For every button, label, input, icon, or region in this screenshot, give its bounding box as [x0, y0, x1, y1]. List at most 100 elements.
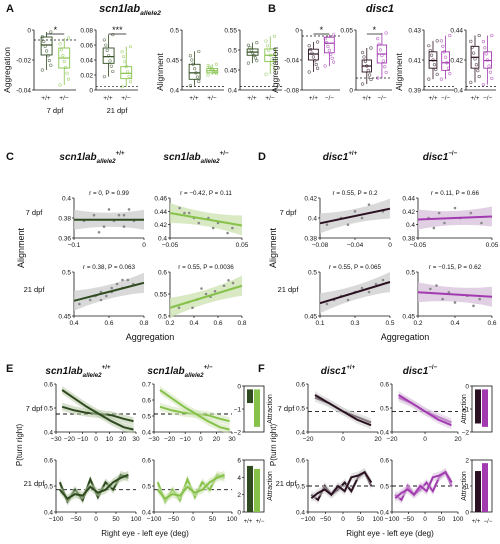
panel-c-7dpf-mut-point [187, 211, 191, 215]
panel-f-21dpf-mut-xtick-label: −100 [385, 516, 400, 523]
panel-f-21dpf-wt-series-line [310, 470, 373, 499]
panel-a-agg-21dpf-sig-stars: *** [112, 25, 123, 35]
panel-e-ylabel: P(turn right) [15, 424, 24, 467]
panel-b-align-7dpf-point [435, 72, 439, 76]
panel-e-7dpf-mut-xtick-label: −10 [180, 436, 191, 443]
panel-d-ylabel: Alignment [268, 227, 278, 268]
panel-a-agg-7dpf-point [47, 58, 52, 63]
panel-e-attraction-7dpf-ytick-label: −2 [234, 430, 242, 437]
panel-c-7dpf-mut-xtick-label: 0.05 [236, 242, 249, 249]
panel-c-21dpf-mut-xtick-label: 0.6 [213, 320, 222, 327]
panel-e-7dpf-wt-xtick-label: 10 [106, 436, 114, 443]
panel-e-7dpf-mut-xtick-label: −30 [148, 436, 159, 443]
panel-c-21dpf-wt-point [78, 302, 81, 306]
panel-c-7dpf-wt-point [97, 230, 101, 234]
panel-a-group-label: 21 dpf [107, 106, 129, 115]
panel-b-align-7dpf-point [435, 39, 439, 43]
panel-d-7dpf-mut-point [443, 221, 446, 225]
panel-a-align-21dpf-point [264, 72, 268, 76]
panel-a-ylabel-alignment: Alignment [155, 52, 165, 90]
panel-a-agg-21dpf-ytick-label: 0 [89, 88, 93, 95]
panel-d-21dpf-mut-ytick-label: 0.45 [402, 314, 415, 321]
panel-c-21dpf-mut-fit-line [169, 284, 243, 309]
panel-a-agg-7dpf-point [62, 59, 66, 64]
panel-c-ylabel: Alignment [16, 227, 26, 268]
panel-b-align-21dpf-point [490, 76, 494, 81]
panel-d-7dpf-mut-point [437, 211, 441, 215]
panel-letter-c: C [6, 151, 14, 163]
panel-a-agg-7dpf-point [66, 77, 71, 81]
panel-a-geno-label: +/− [207, 95, 217, 102]
panel-d-7dpf-wt-stat: r = 0.55, P = 0.2 [332, 190, 378, 197]
panel-d-7dpf-wt-point [360, 216, 364, 220]
panel-b-align-21dpf-ytick-label: 0.44 [450, 28, 463, 35]
panel-f-21dpf-wt-xtick-label: 0 [341, 516, 345, 523]
panel-e-21dpf-wt-xtick-label: 50 [112, 516, 120, 523]
panel-e-row-7dpf: 7 dpf [26, 404, 44, 413]
panel-a-agg-7dpf-ytick-label: -0.04 [16, 88, 31, 95]
panel-d-7dpf-wt-xtick-label: 0 [388, 242, 392, 249]
panel-e-21dpf-mut-xtick-label: 100 [227, 516, 238, 523]
panel-a-align-21dpf-point [265, 44, 270, 48]
panel-f-attraction-21dpf-ytick-label: 1 [465, 484, 469, 491]
panel-d-7dpf-mut-xtick-label: 0.05 [486, 242, 499, 249]
panel-d-7dpf-wt-point [325, 223, 329, 226]
panel-a-align-21dpf-point [271, 63, 275, 67]
panel-d-21dpf-mut-xtick-label: 0.2 [413, 320, 422, 327]
panel-b-agg-21dpf-point [362, 55, 366, 59]
panel-b-align-7dpf-box [441, 51, 450, 71]
panel-a-agg-21dpf-point [123, 60, 127, 64]
panel-b-geno-label: +/+ [309, 95, 318, 102]
panel-e-21dpf-mut-ytick-label: 0.6 [142, 458, 151, 465]
panel-c-21dpf-wt-fit-line [73, 281, 145, 302]
panel-c-7dpf-wt-ytick-label: 0.4 [62, 196, 71, 203]
panel-e-title-mut: scn1laballele2+/− [147, 364, 213, 379]
panel-a-agg-7dpf-ytick-label: 0 [27, 28, 31, 35]
panel-b-agg-21dpf-point [377, 42, 381, 46]
panel-e-21dpf-mut-ytick-label: 0.4 [142, 510, 151, 517]
panel-e-row-21dpf: 21 dpf [24, 479, 46, 488]
panel-d-title-mut: disc1−/− [423, 150, 458, 163]
panel-a-align-7dpf-point [195, 75, 199, 79]
panel-b-align-7dpf-point [427, 44, 431, 48]
panel-b-agg-7dpf-point [324, 40, 329, 45]
panel-f-attraction-7dpf-ytick-label: 0 [465, 384, 469, 391]
panel-letter-d: D [258, 151, 266, 163]
panel-e-7dpf-wt-ytick-label: 0.6 [44, 382, 53, 389]
panel-e-attraction-21dpf-ytick-label: 0 [237, 510, 241, 517]
panel-c-7dpf-wt-xtick-label: 0 [142, 242, 146, 249]
panel-a-align-21dpf-ytick-label: 0.45 [224, 68, 237, 75]
panel-d-21dpf-mut-point [478, 297, 481, 301]
panel-b-ylabel-alignment: Alignment [394, 52, 404, 90]
panel-d-21dpf-mut-point [453, 301, 457, 304]
panel-b-align-21dpf-point [483, 46, 487, 50]
panel-b-agg-21dpf-point [378, 48, 383, 52]
panel-a-agg-7dpf-point [64, 65, 68, 69]
panel-e-21dpf-mut-xtick-label: −100 [147, 516, 162, 523]
panel-b-agg-21dpf-ytick-label: 0 [349, 88, 353, 95]
panel-f-7dpf-wt-ytick-label: 0.4 [296, 430, 305, 437]
panel-d-21dpf-mut-xtick-label: 0.4 [450, 320, 459, 327]
panel-a-geno-label: +/− [59, 95, 69, 102]
panel-d-21dpf-mut-point [441, 297, 444, 301]
panel-a-align-7dpf-point [193, 66, 197, 71]
panel-a-align-21dpf-point [249, 48, 253, 52]
panel-d-7dpf-wt-fit-line [319, 207, 391, 225]
panel-b-ylabel-aggregation: Aggregation [270, 47, 280, 93]
panel-d-21dpf-mut-point [435, 284, 438, 287]
panel-a-align-7dpf-point [206, 64, 210, 68]
panel-c-21dpf-mut-ytick-label: 0.6 [158, 270, 167, 277]
panel-c-7dpf-wt-xtick-label: −0.1 [68, 242, 81, 249]
panel-a-align-21dpf-ytick-label: 0.55 [224, 28, 237, 35]
panel-d-7dpf-wt-point [367, 203, 371, 206]
panel-f-attraction-7dpf-bar [482, 389, 488, 427]
panel-b-align-7dpf-ytick-label: 0.43 [408, 28, 421, 35]
panel-e-21dpf-wt-xtick-label: −50 [70, 516, 81, 523]
panel-b-align-7dpf-point [430, 53, 434, 57]
panel-a-agg-21dpf-point [109, 64, 113, 68]
panel-c-21dpf-mut-point [227, 278, 230, 282]
panel-f-attraction-7dpf-ytick-label: −2 [462, 430, 470, 437]
panel-c-21dpf-mut-point [177, 306, 181, 310]
panel-a-agg-21dpf-point [108, 59, 112, 63]
panel-a-align-21dpf-ytick-label: 0.5 [228, 48, 237, 55]
